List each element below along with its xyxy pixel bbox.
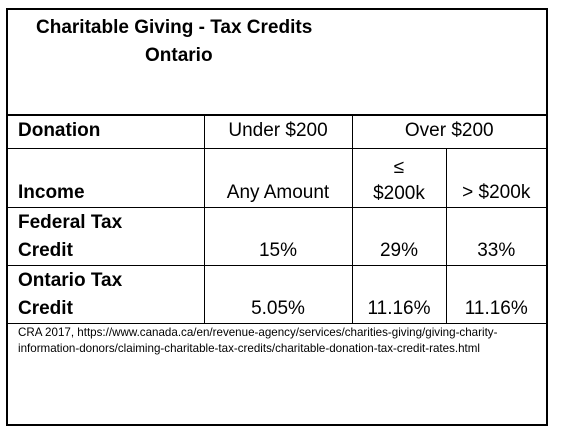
income-over-200k: > $200k [445,147,547,208]
federal-tax-credit-label: Federal Tax Credit [8,206,205,266]
source-line2: information-donors/claiming-charitable-t… [18,342,481,355]
ontario-label-line2: Credit [18,297,73,319]
ontario-tax-credit-label: Ontario Tax Credit [8,264,205,324]
table-row-ontario: Ontario Tax Credit 5.05% 11.16% 11.16% [8,264,547,324]
income-200k-threshold: $200k [373,182,425,204]
chart-subtitle-province: Ontario [145,45,213,66]
table-row-income: Income Any Amount ≤ $200k > $200k [8,147,547,208]
tax-credit-chart-frame: Charitable Giving - Tax Credits Ontario … [6,8,548,426]
income-under-200k-cell: ≤ $200k [351,147,447,208]
donation-over-200-header: Over $200 [351,114,547,149]
federal-label-line1: Federal Tax [18,211,123,233]
federal-label-line2: Credit [18,239,73,261]
source-citation: CRA 2017, https://www.canada.ca/en/reven… [18,325,542,357]
ontario-label-line1: Ontario Tax [18,269,123,291]
donation-header-label: Donation [8,114,205,149]
ontario-under-200-rate: 5.05% [203,264,353,324]
title-block: Charitable Giving - Tax Credits Ontario [8,10,546,116]
tax-credit-table: Donation Under $200 Over $200 Income Any… [8,114,547,324]
ontario-high-rate: 11.16% [445,264,547,324]
donation-under-200-header: Under $200 [203,114,353,149]
income-label: Income [8,147,205,208]
ontario-mid-rate: 11.16% [351,264,447,324]
federal-mid-rate: 29% [351,206,447,266]
table-row-donation: Donation Under $200 Over $200 [8,114,547,149]
federal-high-rate: 33% [445,206,547,266]
income-any-amount: Any Amount [203,147,353,208]
table-row-federal: Federal Tax Credit 15% 29% 33% [8,206,547,266]
federal-under-200-rate: 15% [203,206,353,266]
chart-title: Charitable Giving - Tax Credits [36,17,313,38]
source-line1: CRA 2017, https://www.canada.ca/en/reven… [18,326,498,339]
less-or-equal-symbol: ≤ [393,156,405,178]
